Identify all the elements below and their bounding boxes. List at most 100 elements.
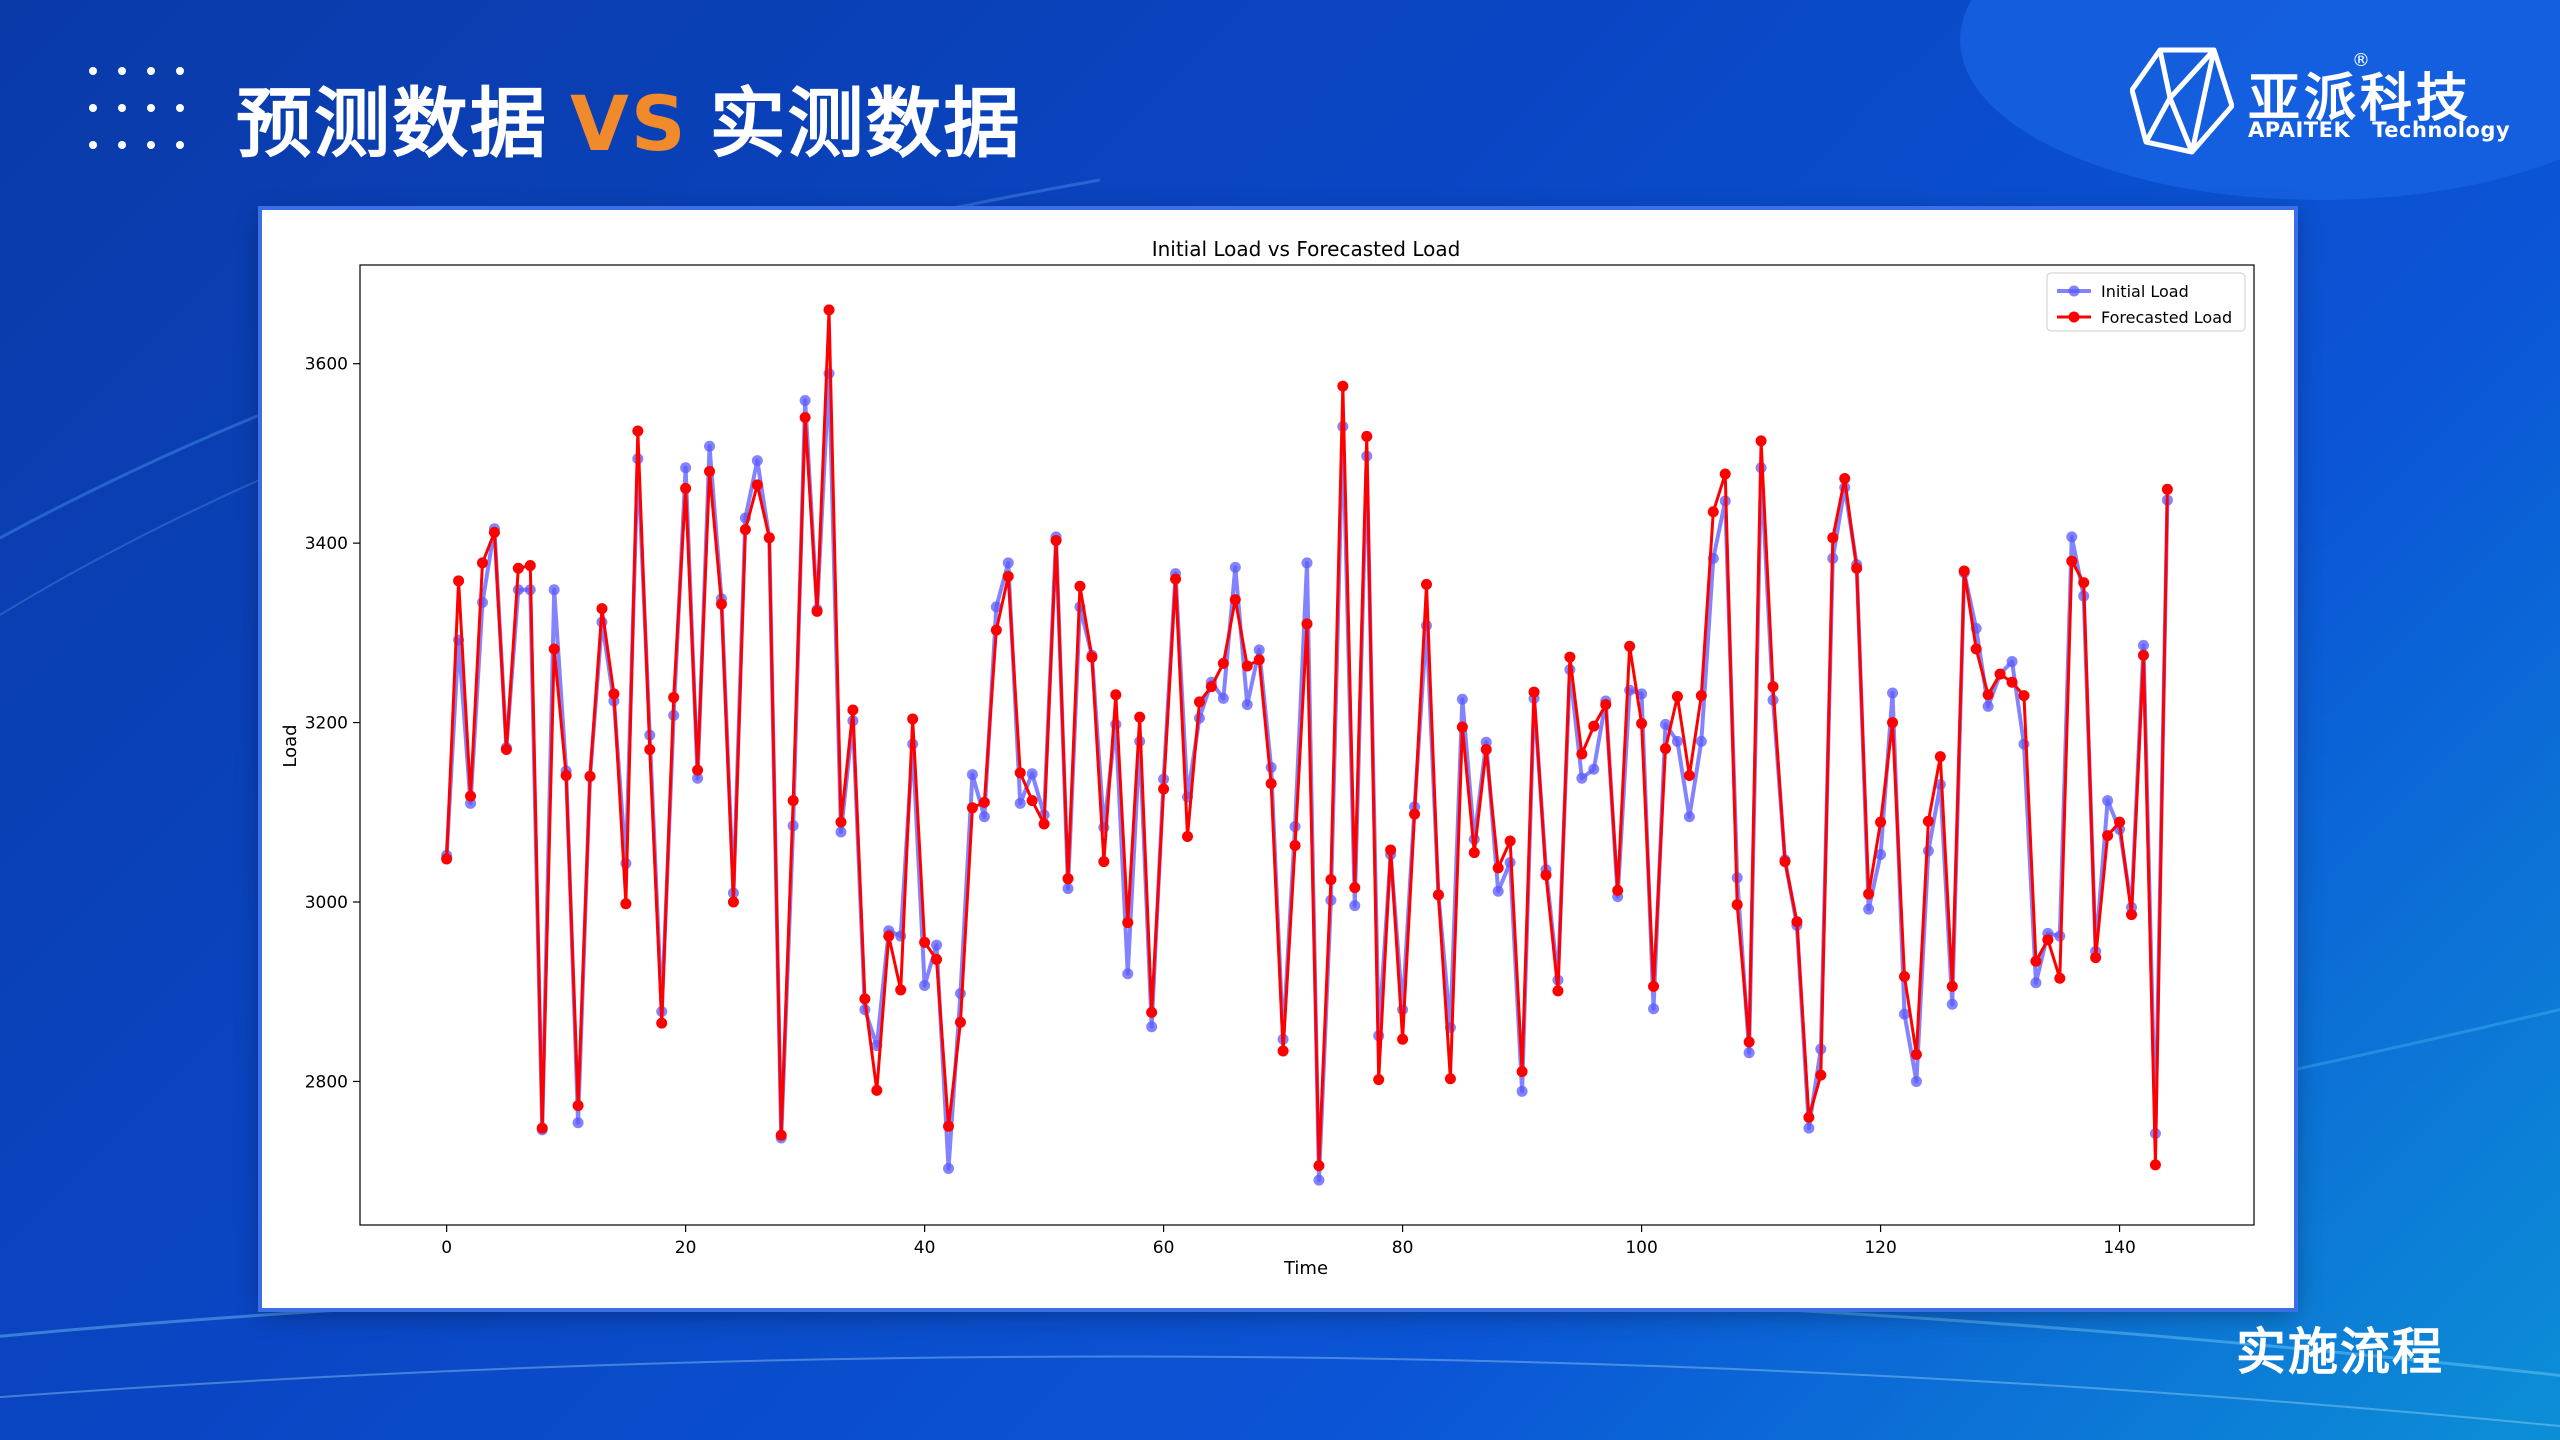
title-right: 实测数据 xyxy=(709,79,1022,168)
forecasted-load-point xyxy=(1349,882,1361,894)
forecasted-load-point xyxy=(1122,917,1134,929)
forecasted-load-point xyxy=(1241,660,1253,672)
forecasted-load-point xyxy=(1946,980,1958,992)
initial-load-point xyxy=(1887,687,1899,699)
initial-load-point xyxy=(1516,1085,1528,1097)
initial-load-point xyxy=(978,811,990,823)
forecasted-load-point xyxy=(1146,1006,1158,1018)
title-vs: VS xyxy=(570,79,688,168)
forecasted-load-point xyxy=(1205,681,1217,693)
section-tag: 实施流程 xyxy=(2236,1323,2444,1381)
forecasted-load-point xyxy=(2030,955,2042,967)
forecasted-load-point xyxy=(1898,970,1910,982)
initial-load-point xyxy=(1229,561,1241,573)
forecasted-load-point xyxy=(883,930,895,942)
forecasted-load-point xyxy=(1922,815,1934,827)
x-tick-label: 40 xyxy=(914,1238,936,1258)
forecasted-load-point xyxy=(954,1016,966,1028)
logo-tagline-en: Technology xyxy=(2372,118,2511,142)
forecasted-load-point xyxy=(787,795,799,807)
forecasted-load-point xyxy=(2137,649,2149,661)
forecasted-load-point xyxy=(1791,916,1803,928)
forecasted-load-point xyxy=(560,770,572,782)
chart-legend: Initial Load Forecasted Load xyxy=(2046,272,2246,332)
forecasted-load-point xyxy=(2006,676,2018,688)
chart-panel: Initial Load vs Forecasted Load Time Loa… xyxy=(262,210,2294,1308)
initial-load-point xyxy=(704,440,716,452)
title-left: 预测数据 xyxy=(236,79,548,168)
x-tick-label: 120 xyxy=(1864,1238,1896,1258)
forecasted-load-point xyxy=(2149,1159,2161,1171)
forecasted-load-point xyxy=(739,524,751,536)
initial-load-point xyxy=(1648,1003,1660,1015)
initial-load-point xyxy=(1588,763,1600,775)
forecasted-load-point xyxy=(847,704,859,716)
forecasted-load-point xyxy=(835,816,847,828)
y-tick-label: 3600 xyxy=(305,355,348,375)
forecasted-load-point xyxy=(1480,743,1492,755)
forecasted-load-point xyxy=(1504,835,1516,847)
initial-load-point xyxy=(1349,900,1361,912)
forecasted-load-point xyxy=(465,790,477,802)
initial-load-point xyxy=(943,1162,955,1174)
forecasted-load-point xyxy=(584,770,596,782)
forecasted-load-point xyxy=(2078,577,2090,589)
chart-title: Initial Load vs Forecasted Load xyxy=(1152,237,1461,261)
forecasted-load-point xyxy=(775,1129,787,1141)
initial-load-point xyxy=(751,455,763,467)
forecasted-load-point xyxy=(1253,654,1265,666)
forecasted-load-point xyxy=(1636,717,1648,729)
forecasted-load-point xyxy=(1707,506,1719,518)
forecasted-load-point xyxy=(1958,565,1970,577)
forecasted-load-point xyxy=(919,936,931,948)
forecasted-load-point xyxy=(1683,770,1695,782)
initial-load-point xyxy=(1671,735,1683,747)
forecasted-load-point xyxy=(572,1100,584,1112)
forecasted-load-point xyxy=(644,743,656,755)
forecasted-load-point xyxy=(1385,844,1397,856)
forecasted-load-point xyxy=(1110,689,1122,701)
y-tick-label: 3200 xyxy=(305,714,348,734)
forecasted-load-point xyxy=(488,526,500,538)
forecasted-load-point xyxy=(1982,689,1994,701)
forecasted-load-point xyxy=(1265,778,1277,790)
x-tick-label: 60 xyxy=(1153,1238,1175,1258)
initial-load-point xyxy=(2066,531,2078,543)
initial-load-point xyxy=(2030,977,2042,989)
forecasted-load-point xyxy=(1409,808,1421,820)
initial-load-point xyxy=(1301,557,1313,569)
dots-grid-icon xyxy=(89,67,184,149)
initial-load-point xyxy=(1576,772,1588,784)
forecasted-load-point xyxy=(524,560,536,572)
forecasted-load-point xyxy=(2042,934,2054,946)
slide-title: 预测数据 VS 实测数据 xyxy=(236,62,1022,172)
y-axis-label: Load xyxy=(280,724,301,767)
forecasted-load-point xyxy=(1910,1049,1922,1061)
forecasted-load-point xyxy=(1301,618,1313,630)
forecasted-load-point xyxy=(1277,1045,1289,1057)
company-logo: 亚派科技 ® APAITEK Technology xyxy=(2130,46,2510,156)
initial-load-point xyxy=(1875,848,1887,860)
forecasted-load-point xyxy=(632,425,644,437)
forecasted-load-point xyxy=(1313,1160,1325,1172)
forecasted-load-point xyxy=(1528,686,1540,698)
forecasted-load-point xyxy=(1659,743,1671,755)
forecasted-load-point xyxy=(1540,869,1552,881)
forecasted-load-point xyxy=(2161,483,2173,495)
initial-load-point xyxy=(1014,797,1026,809)
crystal-logo-icon xyxy=(2130,47,2234,155)
forecasted-load-point xyxy=(2054,972,2066,984)
forecasted-load-point xyxy=(943,1120,955,1132)
initial-load-point xyxy=(1026,768,1038,780)
legend-entry-label: Initial Load xyxy=(2101,282,2189,301)
forecasted-load-point xyxy=(1325,874,1337,886)
x-tick-label: 100 xyxy=(1625,1238,1657,1258)
initial-load-point xyxy=(1002,557,1014,569)
forecasted-load-point xyxy=(2102,830,2114,842)
legend-entry-label: Forecasted Load xyxy=(2101,308,2232,327)
forecasted-load-point xyxy=(1875,816,1887,828)
forecasted-load-point xyxy=(1456,721,1468,733)
forecasted-load-point xyxy=(871,1084,883,1096)
initial-load-line xyxy=(444,371,2170,1183)
forecasted-load-point xyxy=(1062,873,1074,885)
